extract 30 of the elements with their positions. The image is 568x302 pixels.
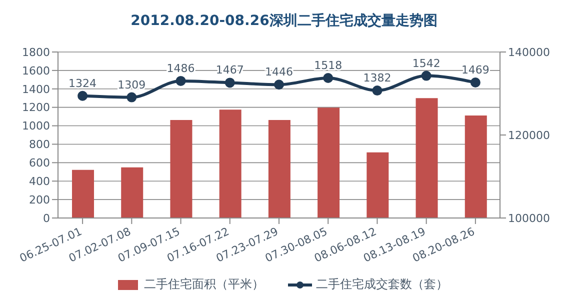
y2-tick-label: 100000: [508, 212, 550, 225]
y-tick-label: 0: [43, 212, 50, 225]
point: [470, 78, 480, 88]
y-tick-label: 200: [29, 193, 50, 206]
data-label: 1309: [118, 78, 146, 92]
y-tick-label: 1600: [22, 64, 50, 78]
y-tick-label: 1200: [22, 101, 50, 114]
point: [421, 70, 432, 81]
point: [372, 86, 382, 96]
point: [323, 73, 334, 84]
data-label: 1542: [412, 56, 440, 70]
y-tick-label: 1000: [22, 120, 50, 133]
point: [274, 80, 284, 90]
point: [176, 76, 186, 86]
y-tick-label: 800: [29, 138, 50, 152]
y2-tick-label: 140000: [508, 46, 550, 59]
y-tick-label: 1800: [22, 46, 50, 59]
legend-label: 二手住宅成交套数（套）: [315, 276, 448, 293]
y2-tick-label: 120000: [508, 128, 550, 142]
chart-title: 2012.08.20-08.26深圳二手住宅成交量走势图: [130, 12, 438, 31]
data-label: 1518: [314, 59, 342, 72]
y-tick-label: 400: [29, 175, 50, 188]
y-tick-label: 600: [29, 156, 50, 170]
point: [78, 90, 88, 101]
data-label: 1382: [363, 72, 392, 85]
data-label: 1324: [68, 76, 97, 90]
point: [126, 92, 137, 102]
y-tick-label: 1400: [22, 82, 50, 96]
legend-label: 二手住宅面积（平米）: [143, 276, 264, 293]
point: [224, 78, 235, 88]
